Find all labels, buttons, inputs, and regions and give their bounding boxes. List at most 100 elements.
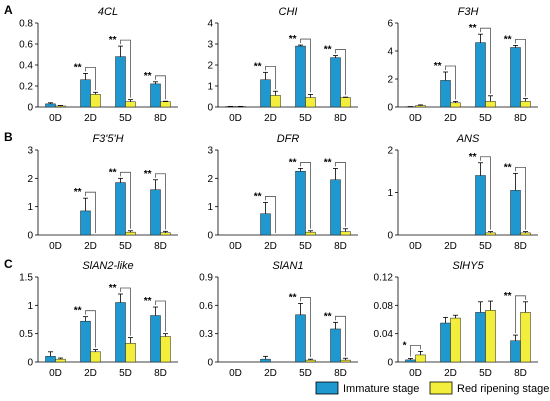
significance-bracket: **	[504, 291, 526, 334]
legend-label-immature: Immature stage	[343, 383, 419, 395]
significance-label: **	[504, 34, 512, 45]
x-tick-label: 8D	[154, 368, 167, 379]
significance-label: **	[74, 62, 82, 73]
bracket-line	[265, 196, 276, 233]
significance-bracket: **	[324, 157, 346, 227]
x-tick-label: 5D	[479, 241, 492, 252]
bar-immature	[260, 358, 271, 363]
bracket-line	[120, 171, 131, 229]
x-tick-label: 5D	[119, 113, 132, 124]
bar-immature	[330, 179, 341, 236]
bar-red-ripening	[160, 336, 171, 363]
significance-bracket: **	[504, 162, 526, 230]
bar-red-ripening	[485, 101, 496, 108]
y-tick-label: 4	[207, 19, 213, 30]
bar-immature	[440, 322, 451, 363]
bar-red-ripening	[520, 312, 531, 363]
significance-label: *	[403, 340, 407, 351]
chart-5: DFR 0 1 2 3 0D 2D 5D 8D ** ** **	[207, 133, 358, 252]
significance-label: **	[504, 291, 512, 302]
bracket-line	[410, 344, 421, 357]
bar-immature	[260, 213, 271, 236]
significance-bracket: **	[144, 169, 166, 230]
significance-bracket: **	[144, 296, 166, 332]
significance-bracket: **	[109, 283, 131, 336]
bar-immature	[45, 103, 56, 108]
significance-bracket: **	[289, 34, 311, 93]
bracket-line	[515, 39, 526, 97]
chart-title: SlHY5	[452, 260, 484, 272]
y-tick-label: 0.04	[374, 329, 394, 340]
bar-immature	[510, 47, 521, 108]
y-tick-label: 0	[207, 103, 213, 114]
bracket-line	[85, 191, 96, 233]
y-tick-label: 0	[207, 358, 213, 369]
x-tick-label: 2D	[84, 113, 97, 124]
bracket-line	[300, 38, 311, 93]
x-tick-label: 5D	[119, 241, 132, 252]
bracket-line	[335, 315, 346, 357]
bar-red-ripening	[90, 351, 101, 363]
x-tick-label: 0D	[49, 241, 62, 252]
legend-swatch-immature	[315, 381, 339, 395]
bar-red-ripening	[520, 101, 531, 108]
x-tick-label: 0D	[229, 368, 242, 379]
significance-label: **	[469, 152, 477, 163]
bar-immature	[260, 79, 271, 108]
bar-red-ripening	[415, 354, 426, 363]
bar-immature	[150, 315, 161, 363]
x-tick-label: 0D	[49, 113, 62, 124]
significance-label: **	[74, 306, 82, 317]
significance-bracket: **	[324, 311, 346, 357]
significance-label: **	[254, 61, 262, 72]
y-tick-label: 0.4	[19, 61, 33, 72]
y-tick-label: 1	[27, 202, 33, 213]
chart-title: DFR	[277, 133, 300, 145]
x-tick-label: 0D	[229, 113, 242, 124]
x-tick-label: 8D	[334, 113, 347, 124]
significance-label: **	[289, 34, 297, 45]
y-tick-label: 0	[27, 358, 33, 369]
significance-bracket: **	[289, 292, 311, 358]
bar-immature	[405, 359, 416, 363]
bracket-line	[445, 65, 456, 100]
bar-red-ripening	[55, 358, 66, 363]
bar-red-ripening	[125, 231, 136, 236]
x-tick-label: 5D	[479, 368, 492, 379]
legend-label-red-ripening: Red ripening stage	[457, 383, 549, 395]
bracket-line	[300, 162, 311, 229]
x-tick-label: 8D	[334, 241, 347, 252]
y-tick-label: 0	[387, 103, 393, 114]
bar-immature	[80, 210, 91, 236]
bracket-line	[480, 156, 491, 230]
y-tick-label: 2	[387, 75, 393, 86]
y-tick-label: 1	[27, 301, 33, 312]
y-tick-label: 0.08	[374, 301, 394, 312]
bracket-line	[155, 75, 166, 100]
y-tick-label: 2	[207, 61, 213, 72]
x-tick-label: 0D	[49, 368, 62, 379]
y-tick-label: 1	[387, 188, 393, 199]
significance-label: **	[144, 71, 152, 82]
bracket-line	[335, 162, 346, 227]
bar-immature	[150, 83, 161, 108]
bar-red-ripening	[450, 317, 461, 363]
x-tick-label: 8D	[514, 113, 527, 124]
bar-red-ripening	[90, 94, 101, 108]
bar-red-ripening	[125, 101, 136, 108]
chart-title: SlAN1	[272, 260, 303, 272]
chart-title: CHI	[279, 6, 298, 18]
y-tick-label: 0.6	[199, 301, 213, 312]
chart-title: F3H	[458, 6, 479, 18]
significance-label: **	[289, 292, 297, 303]
panel-label-b: B	[4, 130, 13, 144]
y-tick-label: 0	[207, 231, 213, 242]
x-tick-label: 5D	[479, 113, 492, 124]
significance-bracket: **	[469, 23, 491, 94]
bar-red-ripening	[485, 232, 496, 236]
significance-bracket: **	[144, 71, 166, 100]
y-tick-label: 3	[207, 146, 213, 157]
bar-immature	[475, 42, 486, 108]
